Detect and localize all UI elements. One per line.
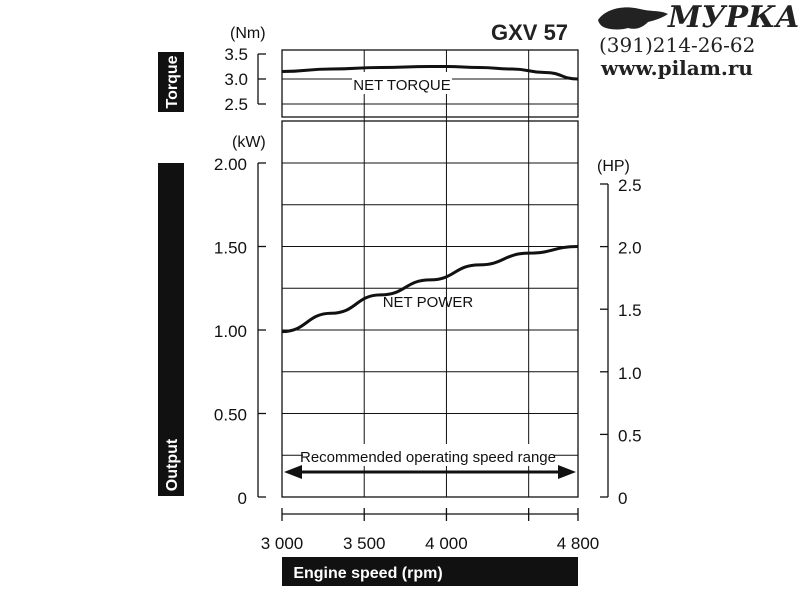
panther-icon (598, 7, 668, 30)
net-torque-line (281, 65, 579, 81)
kw-unit: (kW) (232, 134, 266, 151)
brand-name: МУРКА (667, 0, 800, 35)
torque-unit: (Nm) (230, 25, 266, 42)
kw-tick-label: 1.50 (214, 239, 247, 258)
kw-tick-label: 0.50 (214, 406, 247, 425)
torque-axis-label: Torque (164, 55, 181, 108)
x-tick-label: 3 000 (261, 534, 304, 553)
x-tick-label: 4 000 (425, 534, 468, 553)
brand-phone: (391)214-26-62 (599, 33, 755, 57)
watermark-logo: МУРКА (391)214-26-62 www.pilam.ru (598, 0, 800, 80)
range-label-bg (303, 444, 553, 466)
hp-tick-label: 2.5 (618, 176, 642, 195)
hp-tick-label: 1.0 (618, 364, 642, 383)
hp-tick-label: 1.5 (618, 301, 642, 320)
range-label: Recommended operating speed range (300, 449, 556, 466)
output-axis-label: Output (164, 438, 181, 491)
brand-site: www.pilam.ru (600, 56, 753, 80)
torque-label-bar (158, 52, 184, 112)
hp-tick-label: 0 (618, 489, 627, 508)
kw-tick-label: 2.00 (214, 155, 247, 174)
range-arrow-right-head (558, 465, 576, 479)
net-power-label: NET POWER (383, 294, 474, 311)
kw-tick-label: 1.00 (214, 322, 247, 341)
engine-speed-bar (282, 557, 578, 586)
x-tick-label: 3 500 (343, 534, 386, 553)
x-tick-label: 4 800 (557, 534, 600, 553)
model-title: GXV 57 (491, 20, 568, 45)
output-label-bar (158, 163, 184, 496)
torque-tick-label: 3.0 (224, 70, 248, 89)
torque-tick-label: 3.5 (224, 45, 248, 64)
net-torque-label-bg (352, 72, 452, 94)
x-axis-label: Engine speed (rpm) (293, 565, 442, 582)
torque-tick-label: 2.5 (224, 95, 248, 114)
output-plot-frame (281, 120, 579, 498)
net-torque-label: NET TORQUE (353, 77, 451, 94)
kw-tick-label: 0 (238, 489, 247, 508)
hp-tick-label: 0.5 (618, 426, 642, 445)
annotations: NET TORQUE NET POWER Recommended operating… (284, 72, 576, 479)
range-arrow-left-head (284, 465, 302, 479)
series (281, 65, 579, 334)
hp-tick-label: 2.0 (618, 239, 642, 258)
net-power-line (281, 245, 579, 334)
grid (281, 49, 579, 498)
axes: 3.53.02.52.001.501.000.5002.52.01.51.00.… (214, 45, 642, 553)
hp-unit: (HP) (597, 158, 630, 175)
